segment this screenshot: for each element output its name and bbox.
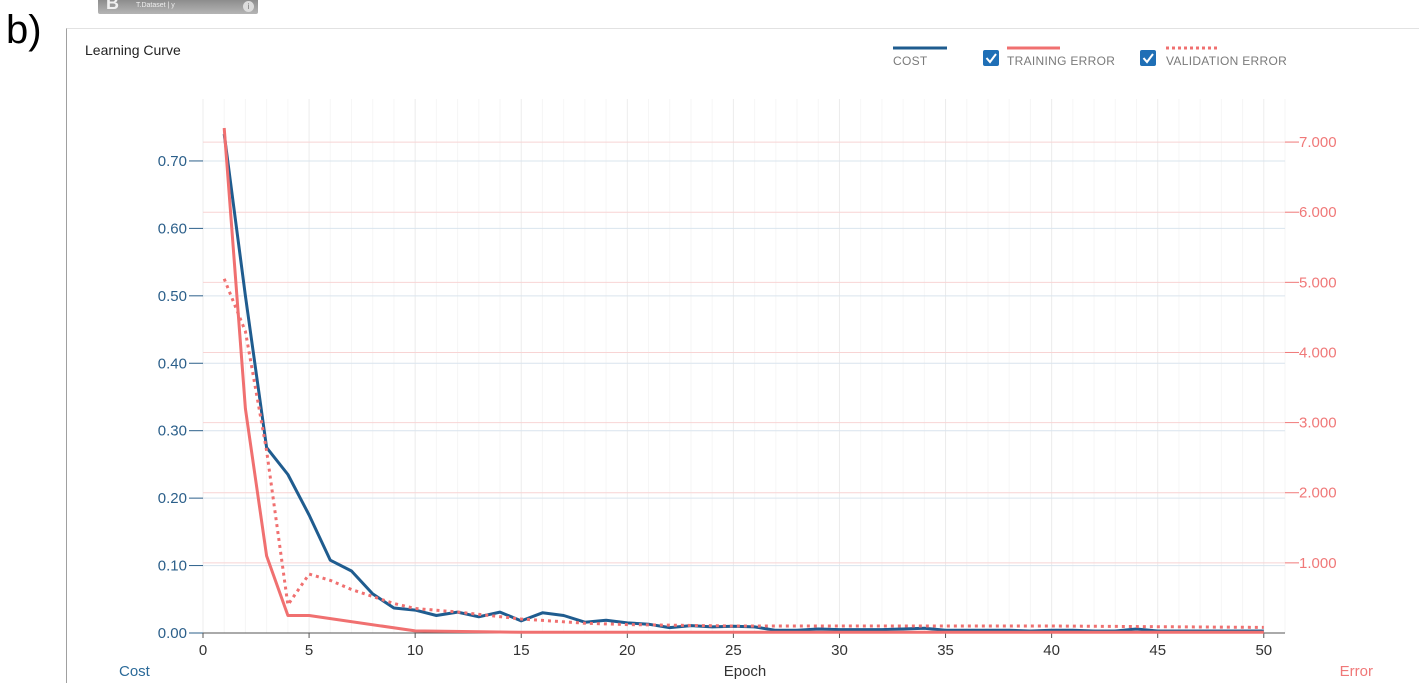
x-tick-label: 20 — [619, 642, 636, 659]
x-tick-label: 0 — [199, 642, 207, 659]
x-tick-label: 15 — [513, 642, 530, 659]
y-left-tick-label: 0.70 — [158, 153, 187, 170]
series-layer — [222, 127, 1264, 634]
x-tick-label: 50 — [1255, 642, 1272, 659]
y-left-tick-label: 0.30 — [158, 423, 187, 440]
x-tick-label: 5 — [305, 642, 313, 659]
legend-training-error-checkbox[interactable] — [983, 50, 999, 66]
y-left-tick-label: 0.10 — [158, 558, 187, 575]
y-left-tick-label: 0.60 — [158, 220, 187, 237]
y-right-tick-label: 6.000 — [1299, 204, 1337, 221]
header-strip-text: T.Dataset | y — [136, 2, 175, 9]
y-left-tick-label: 0.50 — [158, 288, 187, 305]
chart-title: Learning Curve — [85, 42, 181, 58]
legend-validation-error-checkbox[interactable] — [1140, 50, 1156, 66]
legend-validation-error-label: VALIDATION ERROR — [1166, 54, 1287, 68]
y-left-tick-label: 0.00 — [158, 625, 187, 642]
series-line-validation-error — [222, 278, 1264, 629]
x-tick-label: 10 — [407, 642, 424, 659]
series-line-training-error — [222, 127, 1264, 634]
chart-legend: COST TRAINING ERROR VALIDATION ERROR — [893, 46, 1287, 68]
learning-curve-panel: Learning Curve COST TRAINING ERROR VALID… — [66, 28, 1419, 683]
header-strip-letter: B — [106, 0, 119, 13]
y-right-tick-label: 5.000 — [1299, 274, 1337, 291]
y-left-tick-label: 0.20 — [158, 490, 187, 507]
y-right-tick-label: 2.000 — [1299, 485, 1337, 502]
x-tick-label: 30 — [831, 642, 848, 659]
info-icon[interactable]: i — [243, 1, 254, 12]
y-right-tick-label: 3.000 — [1299, 415, 1337, 432]
panel-label: b) — [6, 8, 42, 52]
y-right-tick-label: 7.000 — [1299, 134, 1337, 151]
x-axis-label: Epoch — [724, 663, 767, 680]
y-right-axis-label: Error — [1340, 663, 1373, 680]
y-right-tick-label: 1.000 — [1299, 555, 1337, 572]
y-left-axis-label: Cost — [119, 663, 151, 680]
axes-layer: 0.00 0.10 0.20 0.30 0.40 0.50 0.60 0.70 1.000 2.0… — [158, 134, 1337, 659]
x-tick-label: 45 — [1149, 642, 1166, 659]
legend-training-error-label: TRAINING ERROR — [1007, 54, 1115, 68]
y-left-tick-label: 0.40 — [158, 355, 187, 372]
y-right-tick-label: 4.000 — [1299, 344, 1337, 361]
legend-cost-label: COST — [893, 54, 928, 68]
x-tick-label: 35 — [937, 642, 954, 659]
series-line-cost — [222, 133, 1264, 633]
x-tick-label: 25 — [725, 642, 742, 659]
grid-layer — [202, 99, 1286, 634]
x-tick-label: 40 — [1043, 642, 1060, 659]
header-thumbnail-strip: B T.Dataset | y i — [98, 0, 258, 14]
learning-curve-chart: Learning Curve COST TRAINING ERROR VALID… — [85, 42, 1373, 680]
